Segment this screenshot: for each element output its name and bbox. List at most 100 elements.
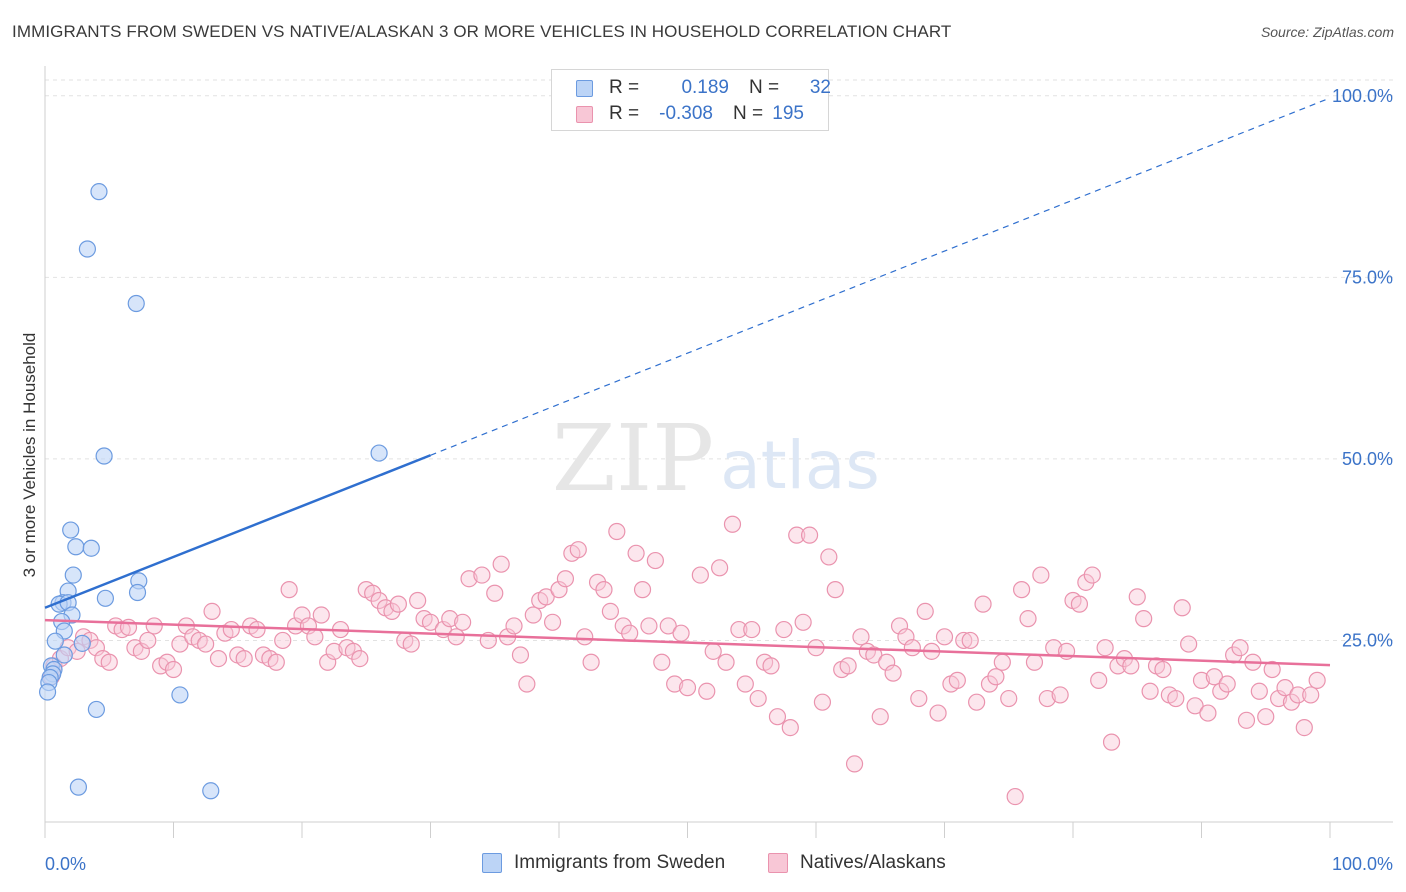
data-point-natives <box>1263 660 1281 679</box>
data-point-natives <box>1218 675 1236 693</box>
data-point-sweden <box>95 447 113 465</box>
data-point-natives <box>1154 660 1172 679</box>
data-point-natives <box>1295 718 1313 737</box>
legend-n-value-natives: 195 <box>772 103 804 124</box>
data-point-natives <box>813 693 832 711</box>
data-point-natives <box>100 653 118 671</box>
data-point-natives <box>248 620 266 639</box>
x-tick-label: 100.0% <box>1332 854 1393 874</box>
data-point-natives <box>730 620 748 639</box>
series-sweden-points <box>38 183 388 800</box>
data-point-natives <box>1269 689 1288 708</box>
x-tick-label: 0.0% <box>45 854 86 874</box>
data-point-natives <box>389 595 407 613</box>
data-point-sweden <box>127 294 145 313</box>
legend-r-value-sweden: 0.189 <box>681 77 729 98</box>
trend-line-sweden-extrapolated <box>430 97 1331 456</box>
data-point-natives <box>948 671 966 689</box>
data-point-natives <box>1070 595 1089 613</box>
data-point-natives <box>1090 671 1108 689</box>
data-point-natives <box>1180 635 1198 653</box>
data-point-natives <box>447 628 465 646</box>
data-point-natives <box>1192 671 1211 689</box>
data-point-natives <box>1122 657 1140 675</box>
trend-lines <box>44 97 1331 667</box>
data-point-natives <box>1038 689 1056 708</box>
correlation-legend: R = 0.189 N = 32 R = -0.308 N = 195 <box>551 69 831 131</box>
data-point-natives <box>1231 639 1249 657</box>
bottom-legend-label-sweden: Immigrants from Sweden <box>514 852 726 873</box>
data-point-natives <box>955 631 973 650</box>
data-point-natives <box>1128 588 1146 606</box>
data-point-sweden <box>128 583 147 602</box>
data-point-natives <box>794 613 812 631</box>
data-point-sweden <box>38 683 57 701</box>
data-point-natives <box>749 689 767 708</box>
data-point-natives <box>788 526 806 544</box>
y-tick-label: 25.0% <box>1342 630 1393 650</box>
data-point-natives <box>209 650 228 668</box>
bottom-legend-sweden: Immigrants from Sweden <box>482 852 725 874</box>
data-point-sweden <box>67 538 85 556</box>
data-point-natives <box>711 559 729 577</box>
data-point-natives <box>890 617 909 635</box>
data-point-natives <box>518 675 536 693</box>
data-point-natives <box>621 624 639 642</box>
legend-r-value-natives: -0.308 <box>659 103 713 124</box>
tick-labels: 25.0% 50.0% 75.0% 100.0% 0.0% 100.0% <box>45 86 1393 874</box>
data-point-sweden <box>82 539 100 557</box>
data-point-natives <box>454 613 472 631</box>
data-point-natives <box>666 675 684 693</box>
data-point-natives <box>800 526 819 544</box>
watermark: ZIP atlas <box>552 405 880 512</box>
data-point-natives <box>993 653 1011 671</box>
data-point-natives <box>595 581 613 599</box>
legend-n-label: N = <box>749 77 780 98</box>
data-point-sweden <box>96 589 114 607</box>
data-point-natives <box>473 566 491 584</box>
data-point-natives <box>1141 682 1159 700</box>
watermark-atlas: atlas <box>720 427 880 504</box>
legend-r-label: R = <box>609 77 640 98</box>
data-point-natives <box>845 755 864 773</box>
data-point-natives <box>164 660 183 679</box>
data-point-natives <box>736 675 754 693</box>
bottom-legend-swatch-natives <box>768 853 788 873</box>
data-point-natives <box>421 613 440 631</box>
legend-swatch-sweden <box>576 79 593 97</box>
data-point-natives <box>1237 711 1256 729</box>
data-point-natives <box>274 631 292 650</box>
data-point-natives <box>576 628 594 646</box>
watermark-zip: ZIP <box>552 405 714 512</box>
data-point-natives <box>865 646 883 664</box>
data-point-natives <box>633 581 652 599</box>
legend-row-natives: R = -0.308 N = 195 <box>576 103 804 125</box>
data-point-natives <box>441 610 459 628</box>
data-point-natives <box>916 602 934 620</box>
data-point-natives <box>409 591 427 610</box>
data-point-natives <box>653 653 671 671</box>
data-point-sweden <box>87 700 106 719</box>
data-point-natives <box>640 617 658 635</box>
data-point-natives <box>1289 686 1307 704</box>
y-tick-label: 75.0% <box>1342 267 1393 287</box>
y-tick-label: 100.0% <box>1332 86 1393 106</box>
legend-row-sweden: R = 0.189 N = 32 <box>576 77 831 99</box>
bottom-legend-natives: Natives/Alaskans <box>768 852 946 874</box>
data-point-natives <box>402 635 420 653</box>
data-point-natives <box>537 588 555 606</box>
data-point-natives <box>775 620 793 639</box>
data-point-natives <box>987 668 1005 686</box>
data-point-natives <box>267 653 285 671</box>
data-point-natives <box>1257 708 1275 726</box>
data-point-natives <box>1167 689 1185 708</box>
data-point-natives <box>601 602 620 620</box>
data-point-natives <box>929 704 947 722</box>
data-point-natives <box>1083 566 1101 584</box>
data-point-natives <box>306 628 324 646</box>
data-point-natives <box>659 617 677 635</box>
data-point-sweden <box>55 646 73 664</box>
data-point-natives <box>1025 653 1044 671</box>
data-point-natives <box>171 635 189 653</box>
data-point-sweden <box>62 521 80 539</box>
